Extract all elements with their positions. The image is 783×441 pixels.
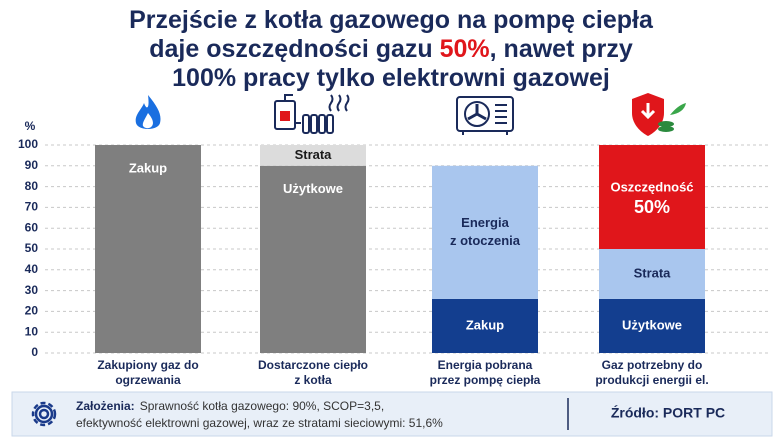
assumptions-line: Założenia: Sprawność kotła gazowego: 90%,… [76,399,384,413]
title-text: Przejście z kotła gazowego na pompę ciep… [129,6,654,34]
bar-segment [260,145,366,166]
assumption: Sprawność kotła gazowego: 90%, SCOP=3,5, [140,399,384,413]
title-text: 100% pracy tylko elektrowni gazowej [172,64,610,92]
y-tick-label: 100 [18,137,38,151]
x-tick-label: produkcji energii el. [595,373,708,387]
segment-label: Zakup [129,160,167,175]
y-tick-label: 10 [25,324,39,338]
y-tick-label: 70 [25,200,39,214]
y-tick-label: 90 [25,158,39,172]
footer-box [11,391,773,437]
bar-segment [599,249,705,299]
segment-label: Oszczędność [610,179,693,194]
bar-segment [599,145,705,249]
assumption: efektywność elektrowni gazowej, wraz ze … [76,416,443,430]
title: Przejście z kotła gazowego na pompę ciep… [129,6,654,92]
plot-area: 0 10 20 30 40 50 60 70 80 90 100 Zakup Zakupiony gaz… [18,137,768,387]
x-tick-label: przez pompę ciepła [430,373,541,387]
y-tick-label: 40 [25,262,39,276]
segment-label: Strata [634,265,672,280]
segment-label: Energia [461,215,509,230]
title-line: 100% pracy tylko elektrowni gazowej [172,64,610,92]
segment-label: Użytkowe [622,317,682,332]
heat-pump-icon [456,96,514,135]
title-text: daje oszczędności gazu [149,35,439,63]
title-text: , nawet przy [490,35,633,63]
segment-label: Zakup [466,317,504,332]
segment-label: Użytkowe [283,181,343,196]
y-tick-label: 30 [25,283,39,297]
assumptions-label: Założenia: [76,399,135,413]
bar-segment [432,298,538,353]
y-tick-label: 20 [25,304,39,318]
bar-segment [599,298,705,353]
shield-icon [632,93,686,136]
boiler-icon [274,94,350,134]
segment-label: Strata [295,147,333,162]
bar-segment [260,165,366,353]
y-tick-label: 50 [25,241,39,255]
title-text: 50% [440,35,490,63]
segment-label: z otoczenia [450,233,521,248]
flame-icon [135,95,161,129]
title-line: Przejście z kotła gazowego na pompę ciep… [129,6,654,34]
y-tick-label: 60 [25,220,39,234]
x-tick-label: Zakupiony gaz do [97,358,198,372]
x-tick-label: Gaz potrzebny do [602,358,703,372]
bar-segment [432,165,538,299]
y-tick-label: 80 [25,179,39,193]
bar-segment [95,145,201,353]
gear-icon [31,401,57,427]
x-tick-label: z kotła [294,373,332,387]
y-tick-label: 0 [31,345,38,359]
x-tick-label: Energia pobrana [438,358,533,372]
title-line: daje oszczędności gazu 50%, nawet przy [149,35,633,63]
data-label: 50% [634,197,670,217]
x-tick-label: Dostarczone ciepło [258,358,368,372]
x-tick-label: ogrzewania [115,373,181,387]
source: Źródło: PORT PC [611,405,725,421]
y-axis-label: % [25,119,36,133]
